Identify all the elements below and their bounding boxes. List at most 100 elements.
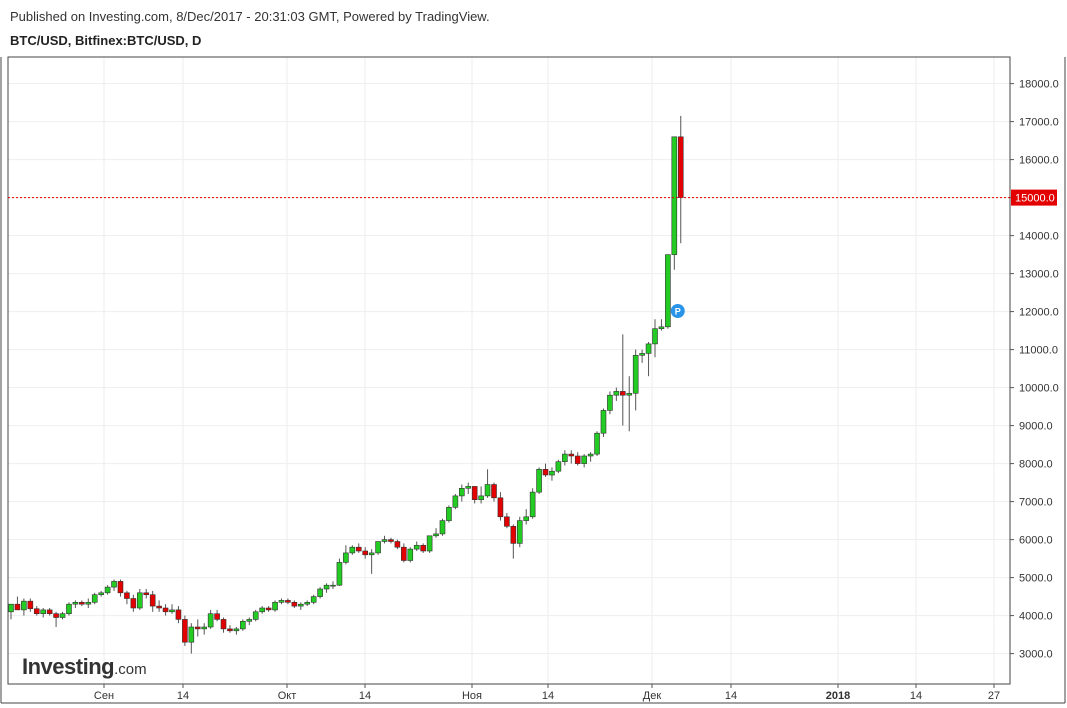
time-axis[interactable]: Сен 14 Окт 14 Ноя 14 Дек 14 2018 14 27 [94,684,1000,702]
candle-body [471,486,478,500]
candle [220,617,227,633]
candle-body [265,607,272,611]
candle [394,539,401,550]
candle-body [523,516,530,521]
candle-body [66,603,72,615]
y-tick-label: 10000.0 [1019,383,1059,395]
candle [285,598,291,605]
candle [98,590,104,597]
marker-badge [670,304,685,318]
candle [381,535,388,544]
candle-body [594,432,600,455]
candle-body [600,410,607,434]
candle-body [478,495,484,500]
candle [297,602,304,610]
candle-body [536,468,542,493]
candle-body [632,354,639,394]
candle [542,463,549,477]
candle [639,349,645,363]
candle-body [27,600,34,610]
candle-body [246,619,253,622]
candle-body [194,626,201,630]
candle [368,549,375,574]
candle [8,603,14,620]
candle [27,598,34,612]
y-tick-label: 18000.0 [1019,79,1059,91]
chart-frame [0,56,1066,704]
candle-body [388,539,394,542]
y-tick-label: 7000.0 [1019,497,1053,509]
candle-body [14,603,21,611]
logo-suffix-text: .com [114,661,147,678]
candle-body [278,600,285,603]
candle [117,579,124,597]
candle-body [516,520,523,544]
candle [317,587,323,599]
x-tick-label: Ноя [462,690,482,702]
candle [375,541,381,555]
candle [149,590,156,612]
candle [33,606,40,616]
candle-body [169,609,175,613]
y-tick-label: 5000.0 [1019,573,1053,585]
y-tick-label: 16000.0 [1019,155,1059,167]
candle [529,488,536,519]
candle-body [130,598,137,609]
candle [613,387,620,401]
current-price-label: 15000.0 [1015,193,1055,205]
candle [14,596,21,611]
candle [169,604,175,614]
candle [304,600,311,607]
candle-body [53,613,59,618]
candle-body [484,484,491,497]
price-overlay: 15000.0 P [8,189,1057,318]
candle-body [304,601,311,605]
candle-body [201,626,207,630]
candle [632,349,639,411]
candle-body [40,609,47,615]
candle-body [401,546,407,561]
candle-body [46,609,53,615]
candle [536,467,542,494]
candle-body [227,628,233,632]
candle-body [291,601,298,607]
candle [407,547,414,563]
candle [194,619,201,637]
candle [671,136,678,270]
candle-body [214,613,220,620]
candle [310,594,317,605]
candle [227,625,233,633]
candle [523,509,530,525]
candle [355,543,362,553]
logo-main-text: Investing [22,654,115,679]
grid-lines [8,57,1010,684]
price-axis[interactable]: 3000.0 4000.0 5000.0 6000.0 7000.0 8000.0 9000… [1010,79,1059,661]
candle [246,617,253,626]
candle-body [413,544,420,550]
y-tick-label: 3000.0 [1019,649,1053,661]
candle [233,627,240,635]
candle-body [504,516,510,527]
x-tick-label: Сен [94,690,114,702]
candle-body [233,628,240,632]
candle [59,611,66,620]
x-tick-label: Дек [643,690,662,702]
published-caption: Published on Investing.com, 8/Dec/2017 -… [10,9,490,24]
candle [349,545,356,555]
investing-logo: Investing.com [22,654,147,680]
candle [549,467,555,481]
candle-body [182,619,188,643]
candle [207,609,214,629]
candle-body [420,544,426,552]
candle [413,541,420,551]
candle-body [137,592,143,609]
candle [581,454,587,468]
candle-body [639,353,645,356]
candle [104,585,111,595]
candle-body [79,601,85,605]
candle-body [652,328,658,345]
candle [79,600,85,607]
candle [645,342,652,377]
candle [85,598,92,608]
